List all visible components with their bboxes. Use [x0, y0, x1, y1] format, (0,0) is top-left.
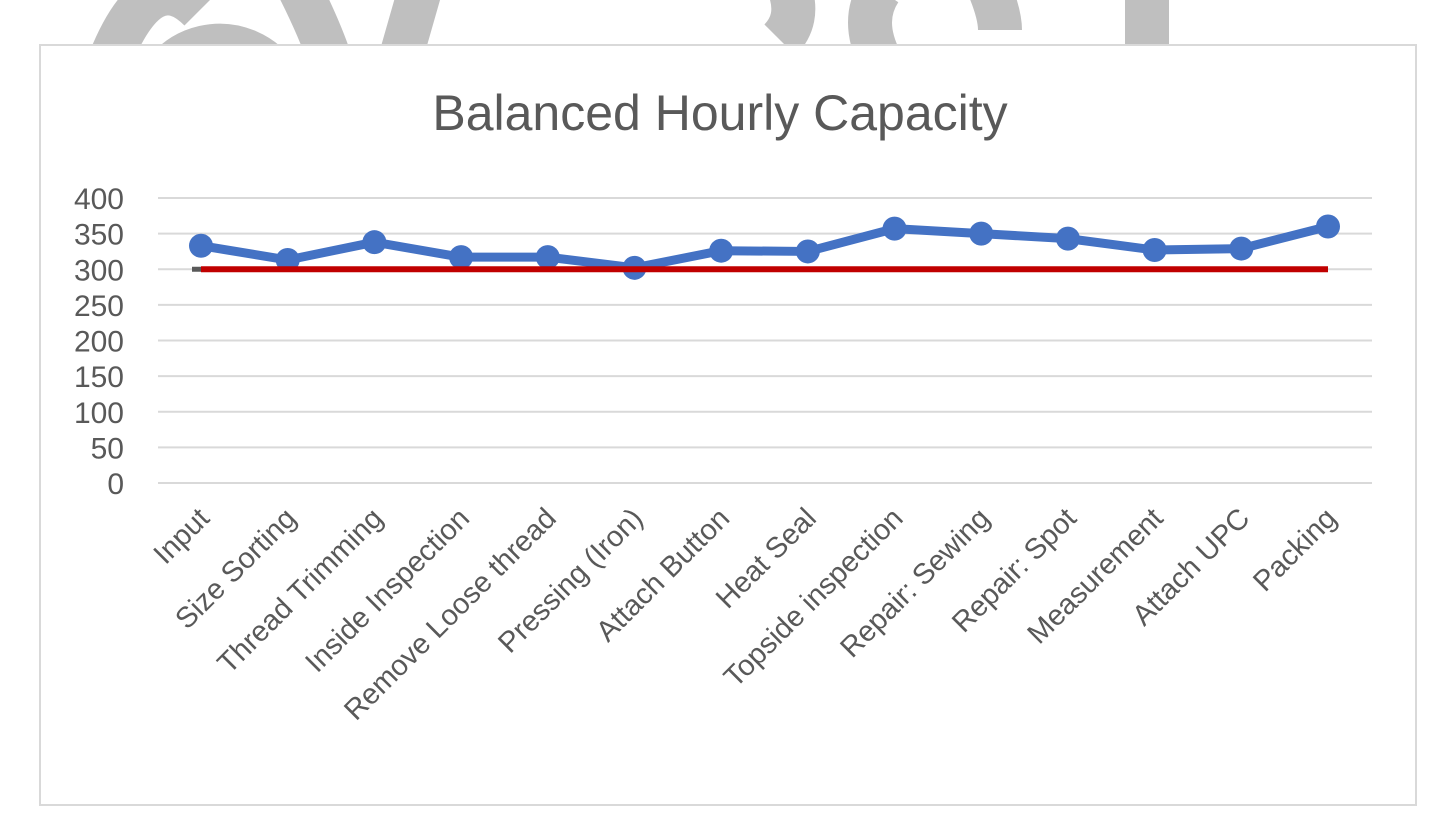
x-tick-label: Repair: Sewing — [834, 502, 996, 664]
y-tick-label: 350 — [74, 219, 124, 252]
capacity-line — [200, 222, 1330, 273]
data-point-marker[interactable] — [362, 230, 387, 255]
x-tick-label: Input — [148, 502, 216, 570]
data-point-marker[interactable] — [882, 216, 907, 241]
data-point-marker[interactable] — [1142, 238, 1167, 263]
y-tick-label: 250 — [74, 290, 124, 323]
y-tick-label: 150 — [74, 361, 124, 394]
data-point-marker[interactable] — [1055, 226, 1080, 251]
y-tick-label: 300 — [74, 254, 124, 287]
x-tick-label: Thread Trimming — [212, 502, 390, 680]
y-tick-label: 100 — [74, 397, 124, 430]
chart-title: Balanced Hourly Capacity — [432, 85, 1008, 141]
watermark-c2 — [970, 0, 1022, 31]
data-point-marker[interactable] — [1229, 236, 1254, 261]
data-point-marker[interactable] — [1316, 214, 1340, 239]
plot-series — [189, 214, 1340, 280]
y-tick-label: 400 — [74, 183, 124, 216]
gridlines — [158, 197, 1372, 484]
data-point-marker[interactable] — [795, 239, 820, 264]
data-point-marker[interactable] — [449, 245, 474, 270]
watermark-arc-right — [763, 0, 816, 56]
x-tick-label: Packing — [1247, 502, 1343, 598]
data-point-marker[interactable] — [969, 221, 994, 246]
y-tick-label: 200 — [74, 326, 124, 359]
x-tick-label: Inside Inspection — [299, 502, 476, 679]
data-point-marker[interactable] — [535, 245, 560, 270]
y-tick-label: 0 — [107, 468, 124, 501]
data-point-marker[interactable] — [189, 233, 213, 258]
data-point-marker[interactable] — [709, 238, 734, 263]
data-point-marker[interactable] — [275, 247, 300, 272]
watermark-arc-left — [89, 0, 210, 69]
y-tick-label: 50 — [91, 432, 124, 465]
chart-area[interactable] — [39, 44, 1417, 806]
